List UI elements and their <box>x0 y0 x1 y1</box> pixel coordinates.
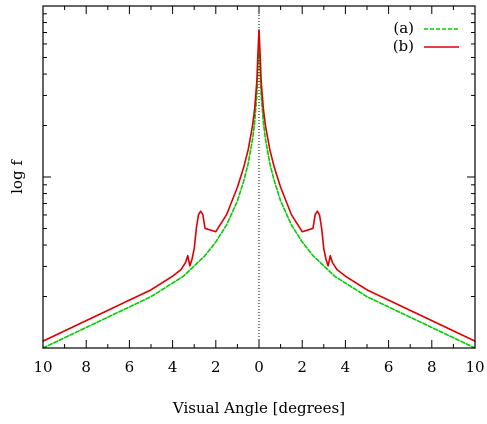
series-layer <box>42 29 476 349</box>
x-tick-label: 10 <box>465 358 484 376</box>
x-tick-label: 10 <box>33 358 52 376</box>
x-tick-label: 4 <box>341 358 351 376</box>
x-tick-labels: 10 8 6 4 2 0 2 4 6 8 10 <box>33 358 484 376</box>
y-axis-title: log f <box>8 159 26 194</box>
legend: (a) (b) <box>393 19 459 55</box>
x-tick-label: 6 <box>125 358 135 376</box>
x-tick-label: 4 <box>168 358 178 376</box>
ticks-layer <box>42 5 476 349</box>
legend-label-b: (b) <box>393 37 414 55</box>
series-line-b <box>42 29 476 342</box>
x-axis-title: Visual Angle [degrees] <box>172 399 345 417</box>
legend-label-a: (a) <box>393 19 414 37</box>
series-line-a <box>42 29 476 349</box>
x-tick-label: 0 <box>254 358 264 376</box>
x-tick-label: 2 <box>211 358 221 376</box>
x-tick-label: 8 <box>81 358 91 376</box>
x-tick-label: 8 <box>427 358 437 376</box>
plot-frame <box>42 5 476 349</box>
x-tick-label: 2 <box>297 358 307 376</box>
x-tick-label: 6 <box>384 358 394 376</box>
